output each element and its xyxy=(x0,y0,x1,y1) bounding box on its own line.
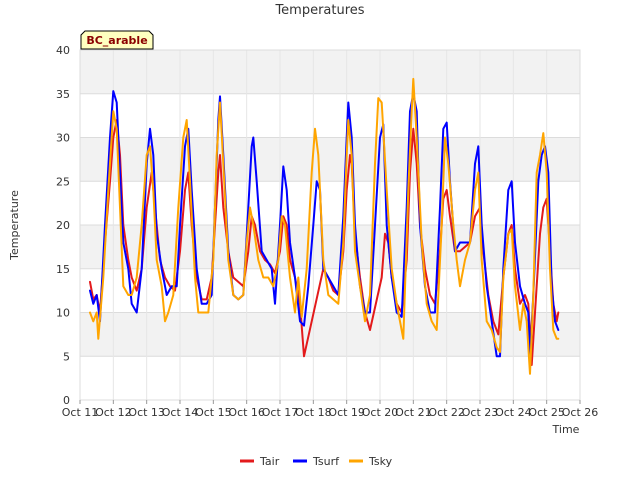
x-tick-label: Oct 24 xyxy=(495,406,532,419)
x-tick-label: Oct 14 xyxy=(162,406,199,419)
y-tick-label: 5 xyxy=(63,350,70,363)
y-tick-label: 25 xyxy=(56,175,70,188)
chart-title: Temperatures xyxy=(274,3,364,18)
badge-shape xyxy=(80,30,154,50)
x-tick-label: Oct 22 xyxy=(428,406,465,419)
x-tick-label: Oct 19 xyxy=(328,406,365,419)
x-tick-label: Oct 26 xyxy=(562,406,599,419)
x-tick-label: Oct 25 xyxy=(528,406,565,419)
band-shade xyxy=(80,50,580,94)
y-tick-label: 0 xyxy=(63,394,70,407)
x-tick-label: Oct 17 xyxy=(262,406,299,419)
x-tick-label: Oct 15 xyxy=(195,406,232,419)
x-axis-title: Time xyxy=(552,423,580,436)
y-tick-label: 15 xyxy=(56,263,70,276)
x-tick-label: Oct 18 xyxy=(295,406,332,419)
legend-label-tair: Tair xyxy=(259,455,280,468)
band-shade xyxy=(80,225,580,269)
x-tick-label: Oct 16 xyxy=(228,406,265,419)
series-line-tsurf xyxy=(89,90,560,358)
y-axis-ticks: 0 5 10 15 20 25 30 35 40 xyxy=(56,44,70,407)
legend: Tair Tsurf Tsky xyxy=(240,455,393,468)
site-badge: BC_arable xyxy=(80,30,154,50)
x-tick-label: Oct 11 xyxy=(62,406,99,419)
x-tick-label: Oct 21 xyxy=(395,406,432,419)
x-tick-label: Oct 12 xyxy=(95,406,132,419)
series-line-tsky xyxy=(89,77,560,375)
series-lines xyxy=(89,77,560,375)
y-tick-label: 35 xyxy=(56,88,70,101)
y-tick-label: 40 xyxy=(56,44,70,57)
band-shade xyxy=(80,312,580,357)
x-tick-label: Oct 13 xyxy=(128,406,165,419)
y-tick-label: 10 xyxy=(56,307,70,320)
y-tick-label: 30 xyxy=(56,132,70,145)
x-tick-label: Oct 20 xyxy=(362,406,399,419)
legend-label-tsurf: Tsurf xyxy=(312,455,340,468)
legend-label-tsky: Tsky xyxy=(368,455,393,468)
y-axis-title: Temperature xyxy=(8,190,21,261)
badge-label: BC_arable xyxy=(86,34,147,47)
x-tick-label: Oct 23 xyxy=(462,406,499,419)
y-tick-label: 20 xyxy=(56,219,70,232)
plot-border xyxy=(79,49,581,401)
band-shade xyxy=(80,137,580,182)
